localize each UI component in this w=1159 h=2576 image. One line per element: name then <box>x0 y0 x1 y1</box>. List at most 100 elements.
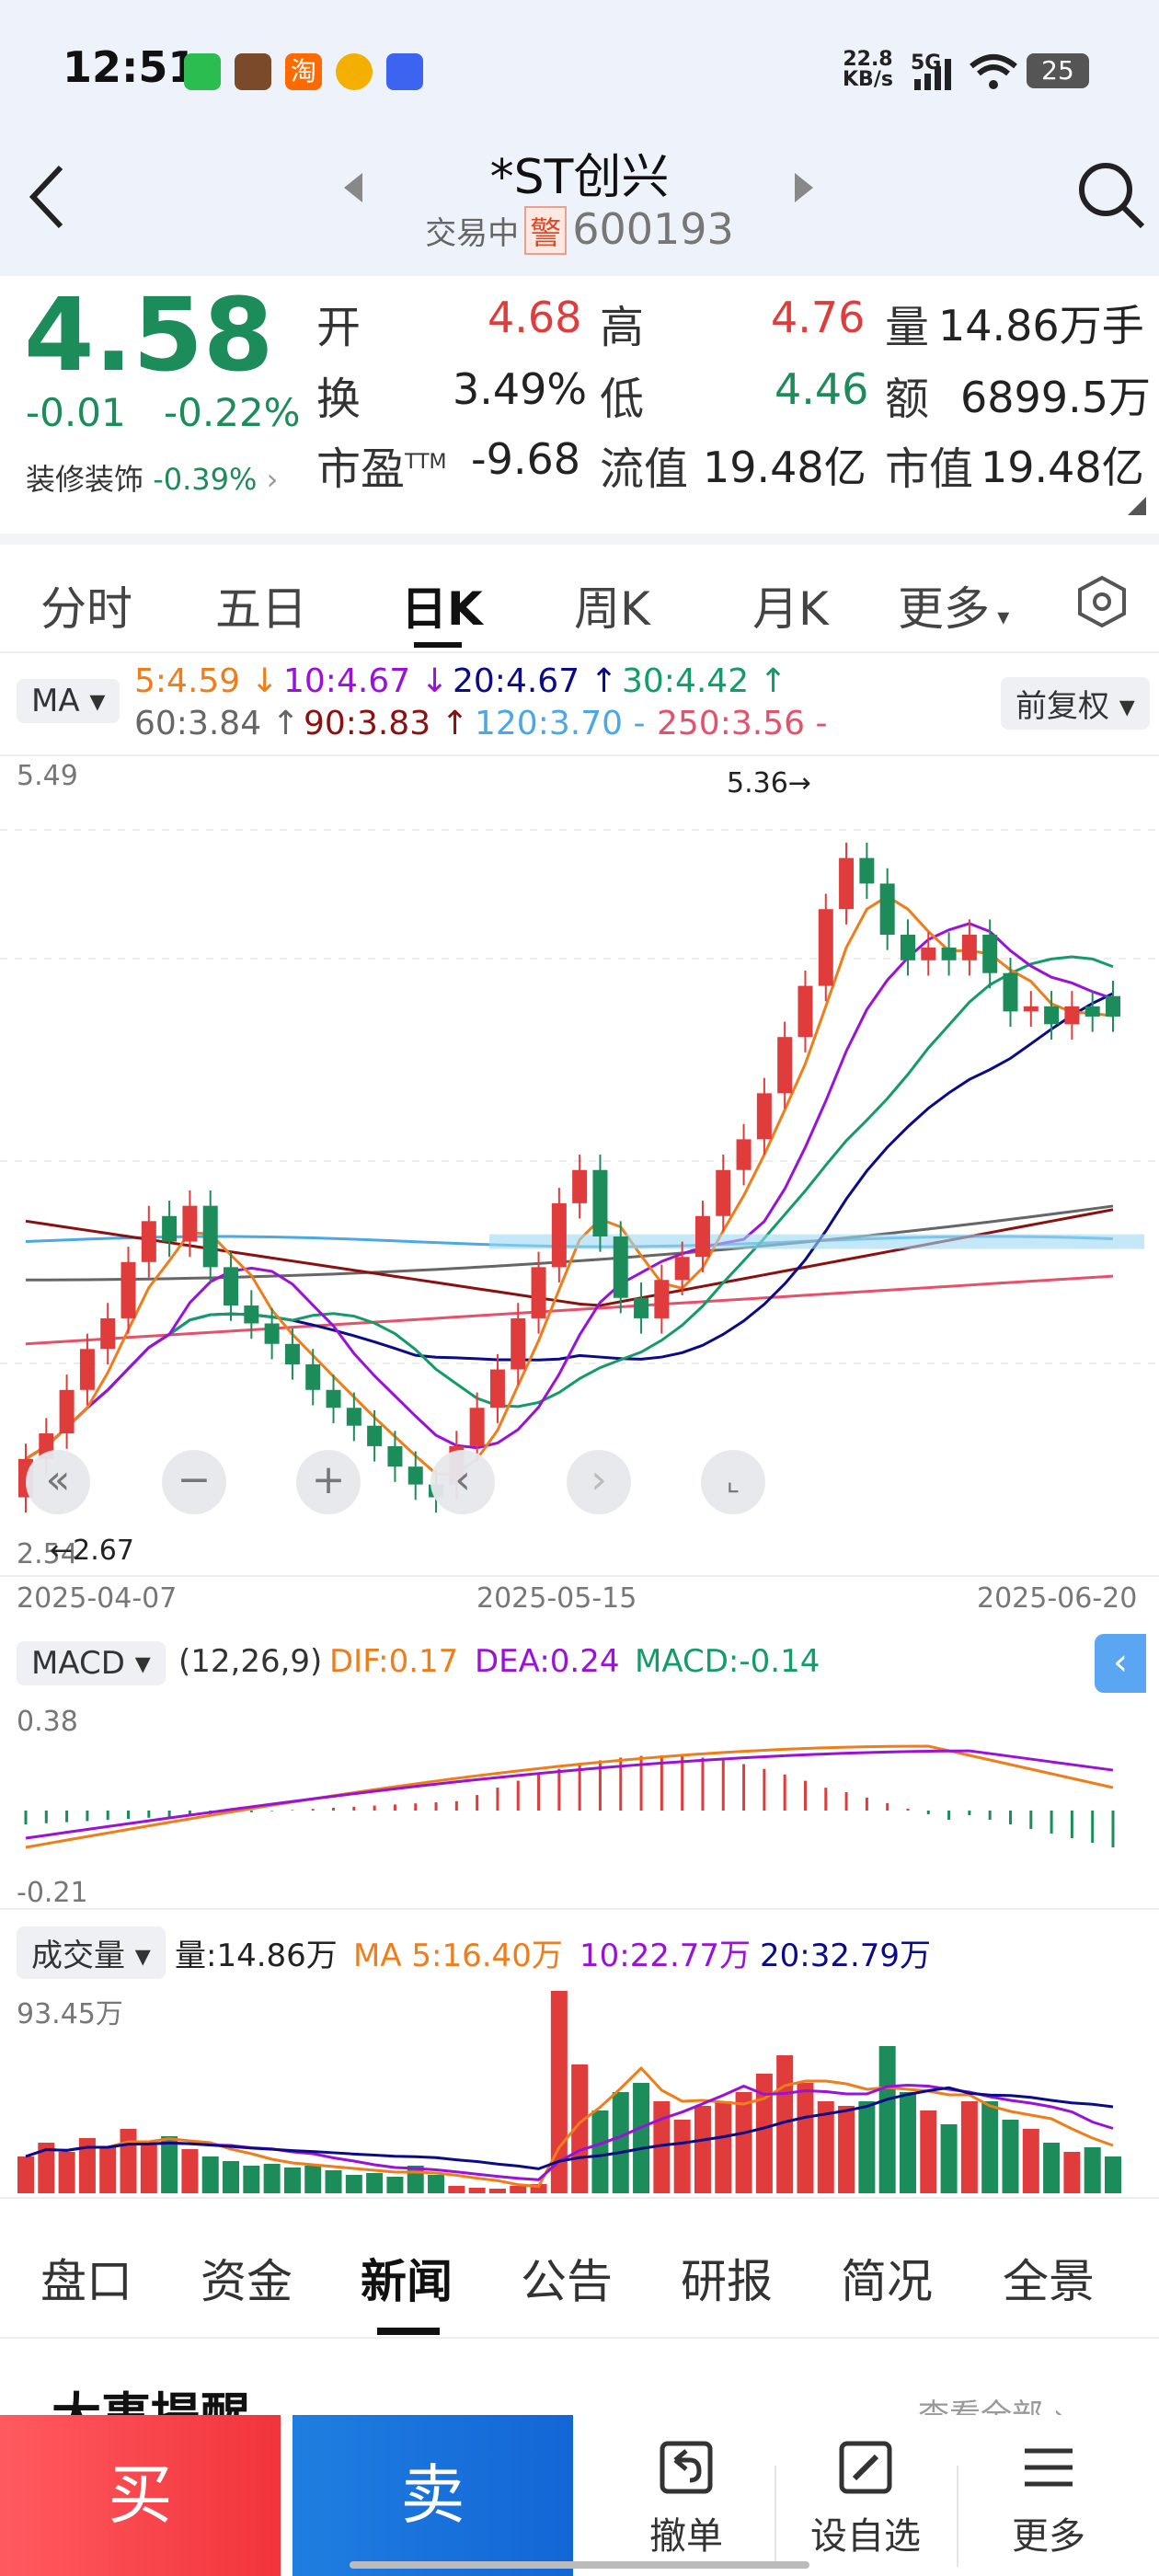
kline-top-label: 5.49 <box>17 760 78 792</box>
buy-button[interactable]: 买 <box>0 2415 281 2576</box>
amount-value: 6899.5万 <box>960 373 1151 422</box>
candle-body <box>326 1389 341 1409</box>
volume-bar <box>1063 2152 1081 2193</box>
volume-bar <box>325 2170 342 2193</box>
ma-selector[interactable]: MA ▾ <box>17 679 120 723</box>
volume-bar <box>694 2106 711 2193</box>
fruit-icon <box>336 53 373 90</box>
sector-link[interactable]: 装修装饰 -0.39% › <box>26 462 279 497</box>
wechat-icon <box>184 53 221 90</box>
tab-orderbook[interactable]: 盘口 <box>40 2255 132 2308</box>
volume-bar <box>161 2136 178 2193</box>
volume-bar <box>1002 2120 1019 2193</box>
expand-corner-icon[interactable] <box>1128 497 1146 515</box>
tab-profile[interactable]: 简况 <box>841 2255 933 2308</box>
volume-bar <box>304 2166 322 2193</box>
candle-body <box>777 1037 793 1094</box>
vol-ma20-line <box>25 2086 1114 2170</box>
tab-intraday[interactable]: 分时 <box>40 582 132 636</box>
macd-value: MACD:-0.14 <box>635 1643 820 1680</box>
volume-bar <box>386 2177 404 2193</box>
volume-bar <box>755 2074 773 2193</box>
settings-hexagon-icon[interactable] <box>1074 574 1130 629</box>
ma-divider <box>0 754 1159 756</box>
sell-button[interactable]: 卖 <box>293 2415 573 2576</box>
volume-bar <box>878 2046 896 2193</box>
macd-chart[interactable] <box>0 1700 1159 1903</box>
kline-chart[interactable] <box>0 756 1159 1584</box>
mkt-cap-label: 市值 <box>885 443 974 495</box>
ma30-label: 30:4.42 ↑ <box>622 662 787 700</box>
tab-five-day[interactable]: 五日 <box>215 582 307 636</box>
tab-weekly-k[interactable]: 周K <box>574 582 650 636</box>
low-value: 4.46 <box>775 364 869 414</box>
add-watchlist-button[interactable]: 设自选 <box>809 2438 922 2559</box>
volume-bar <box>78 2138 96 2193</box>
candle-body <box>346 1408 361 1426</box>
rewind-control[interactable]: « <box>26 1450 90 1514</box>
section-divider <box>0 534 1159 545</box>
volume-bar <box>653 2101 671 2193</box>
tab-news[interactable]: 新闻 <box>361 2255 453 2308</box>
action-separator <box>775 2466 776 2567</box>
volume-label: 量 <box>885 302 930 353</box>
ma90-label: 90:3.83 ↑ <box>304 705 469 742</box>
candle-body <box>1023 1006 1039 1012</box>
kline-bottom-label: 2.54 <box>17 1538 78 1570</box>
back-icon[interactable] <box>24 162 70 232</box>
volume-bar <box>448 2186 465 2193</box>
macd-selector[interactable]: MACD ▾ <box>17 1641 166 1685</box>
tab-more[interactable]: 更多 ▾ <box>898 582 1010 636</box>
pan-right-control[interactable]: › <box>567 1450 631 1514</box>
macd-params: (12,26,9) <box>178 1643 323 1680</box>
ma30-line <box>25 955 1114 1461</box>
candle-body <box>1003 972 1018 1012</box>
ma250-line <box>25 1274 1114 1346</box>
zoom-out-control[interactable]: − <box>162 1450 226 1514</box>
cancel-order-label: 撤单 <box>649 2515 723 2558</box>
status-bar: 12:51 淘 22.8 KB/s 5G 25 <box>0 0 1159 147</box>
volume-bar <box>1105 2156 1121 2193</box>
side-panel-toggle-icon[interactable]: ‹ <box>1095 1634 1146 1693</box>
tab-daily-k[interactable]: 日K <box>401 582 483 636</box>
candle-body <box>839 857 855 910</box>
candle-body <box>489 1369 505 1409</box>
stock-name: *ST创兴 <box>489 150 670 205</box>
fullscreen-control[interactable]: ⌞ <box>701 1450 765 1514</box>
volume-bar <box>1022 2129 1039 2193</box>
add-watchlist-label: 设自选 <box>810 2515 921 2558</box>
next-stock-icon[interactable] <box>793 171 815 204</box>
quote-panel <box>0 276 1159 534</box>
tab-announcements[interactable]: 公告 <box>521 2255 613 2308</box>
more-actions-button[interactable]: 更多 <box>997 2438 1100 2559</box>
tab-research[interactable]: 研报 <box>681 2255 773 2308</box>
candle-body <box>100 1317 116 1350</box>
pan-left-control[interactable]: ‹ <box>430 1450 495 1514</box>
adjust-selector[interactable]: 前复权 ▾ <box>1001 677 1150 730</box>
btab-divider-bottom <box>0 2337 1159 2339</box>
candle-body <box>202 1205 218 1268</box>
cancel-order-icon <box>660 2441 713 2494</box>
tab-capital[interactable]: 资金 <box>201 2255 293 2308</box>
tab-monthly-k[interactable]: 月K <box>752 582 829 636</box>
candle-body <box>551 1202 567 1268</box>
candle-body <box>592 1169 608 1236</box>
prev-stock-icon[interactable] <box>342 171 364 204</box>
candle-body <box>407 1466 423 1485</box>
candle-body <box>674 1257 690 1281</box>
candle-body <box>224 1267 239 1306</box>
ma10-label: 10:4.67 ↓ <box>283 662 449 700</box>
volume-chart[interactable] <box>0 1978 1159 2199</box>
net-speed: 22.8 KB/s <box>843 48 893 91</box>
volume-selector[interactable]: 成交量 ▾ <box>17 1926 166 1979</box>
high-label: 高 <box>600 302 645 353</box>
cancel-order-button[interactable]: 撤单 <box>635 2438 738 2559</box>
search-icon[interactable] <box>1076 160 1146 230</box>
candle-body <box>756 1093 772 1140</box>
home-indicator <box>350 2561 809 2569</box>
wifi-icon <box>970 54 1017 89</box>
tab-overview[interactable]: 全景 <box>1003 2255 1095 2308</box>
candle-body <box>469 1408 485 1446</box>
zoom-in-control[interactable]: + <box>296 1450 361 1514</box>
candle-body <box>1084 1006 1100 1017</box>
